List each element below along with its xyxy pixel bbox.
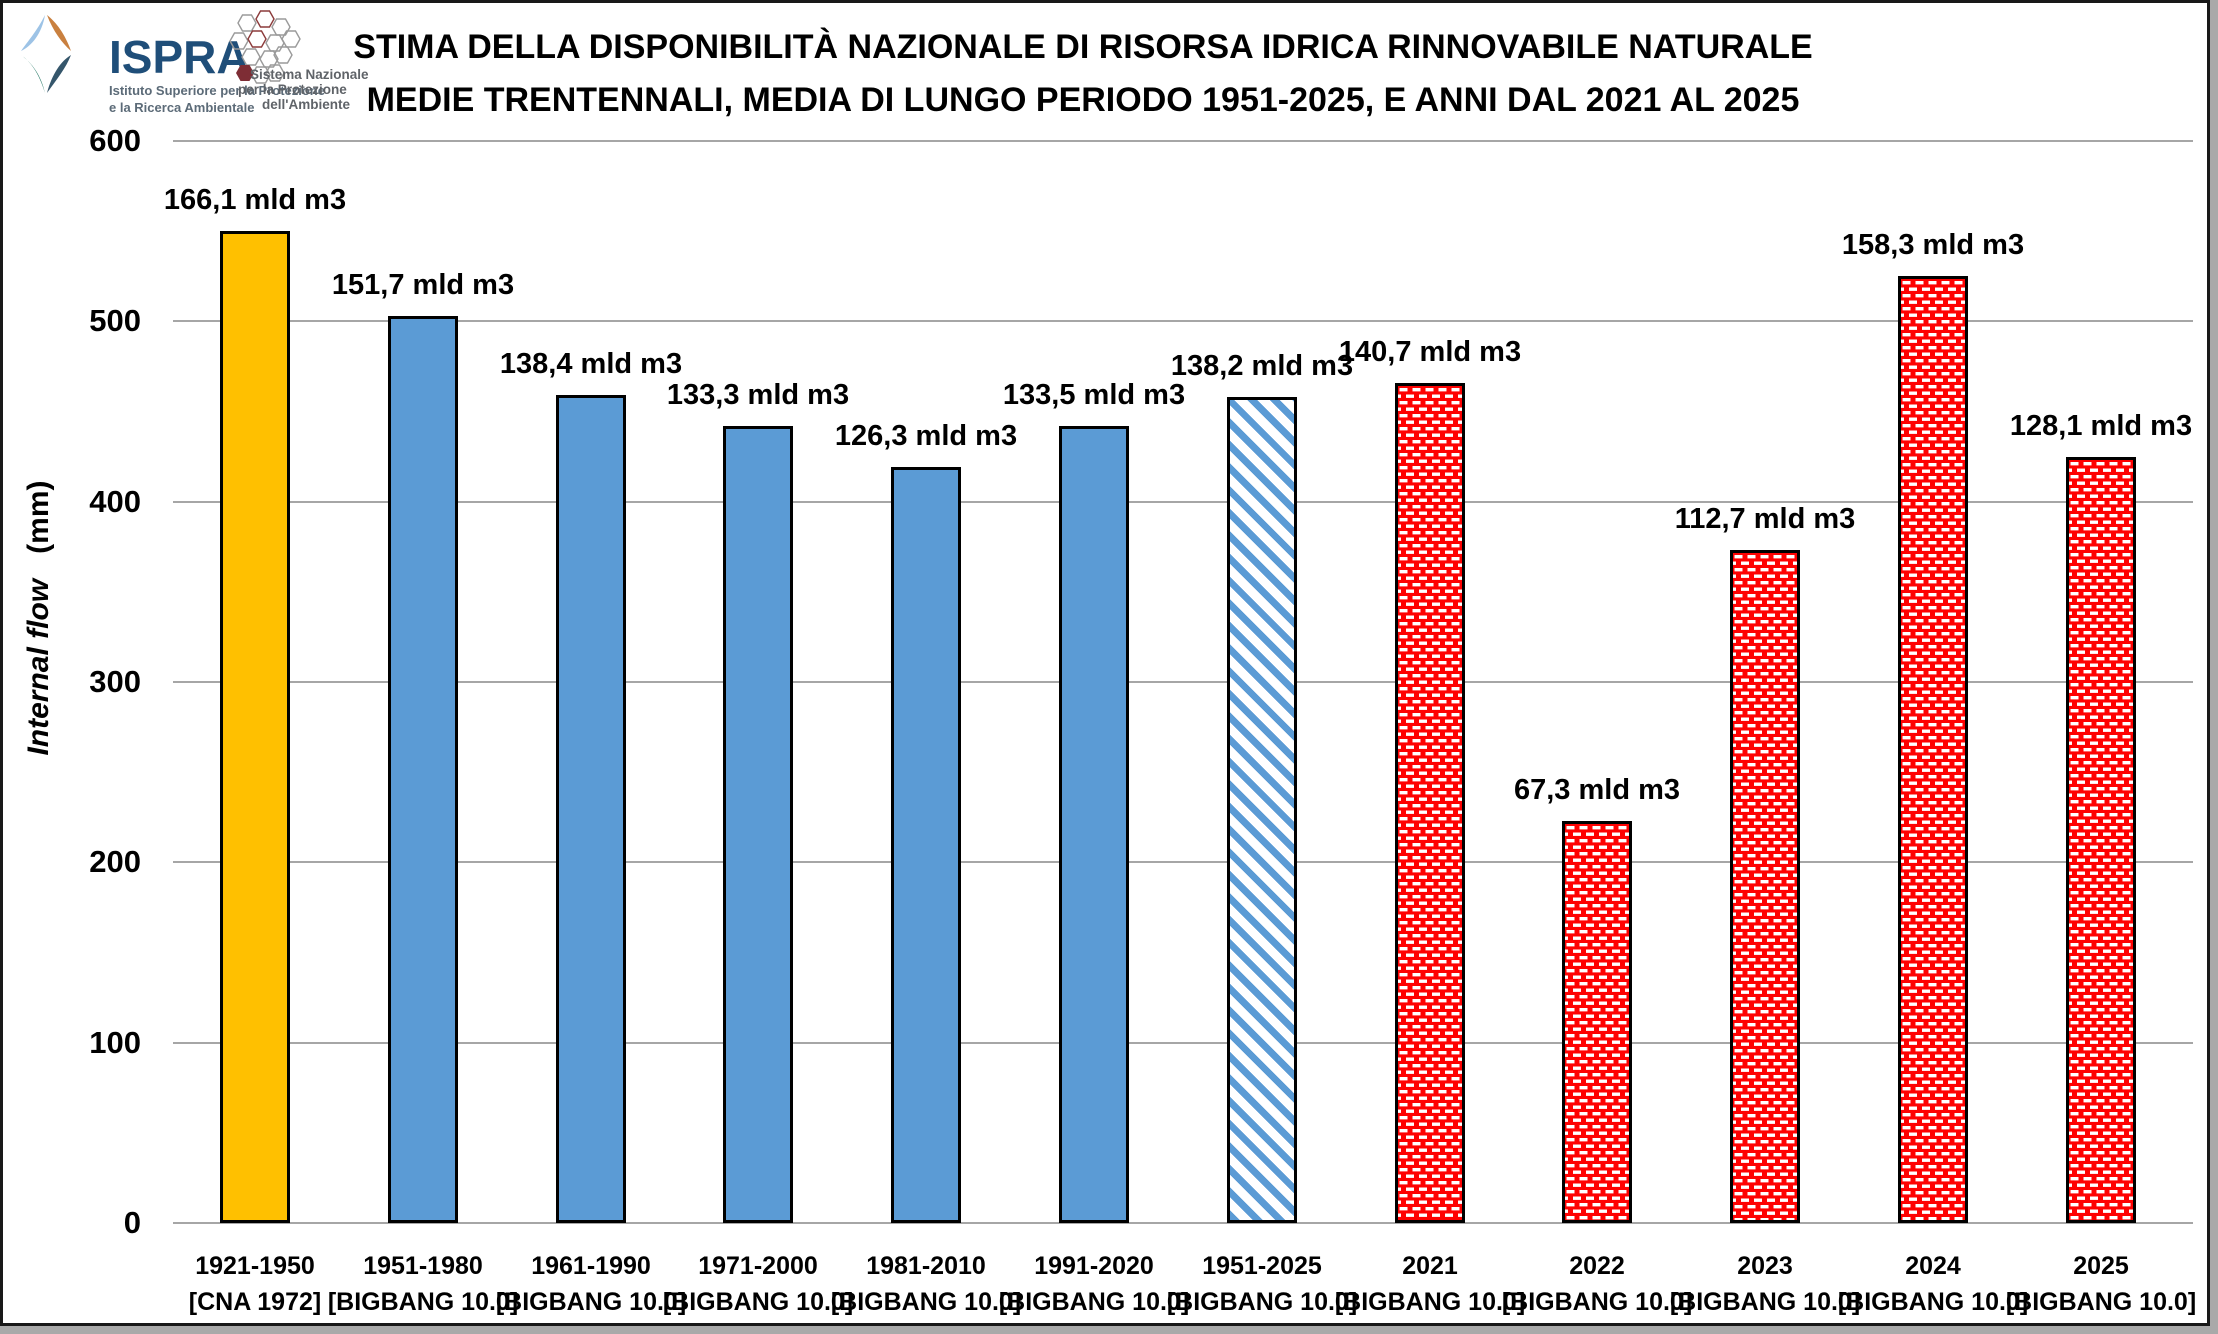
bar-1951-1980	[388, 316, 458, 1223]
x-tick-source-2022: [BIGBANG 10.0]	[1501, 1288, 1693, 1316]
y-tick-label-200: 200	[89, 844, 141, 880]
bar-value-label-2022: 67,3 mld m3	[1513, 774, 1681, 806]
y-tick-label-300: 300	[89, 664, 141, 699]
red-dot-pattern-fill	[1398, 386, 1462, 1220]
y-tick-label-100: 100	[89, 1024, 141, 1060]
x-tick-source-2023: [BIGBANG 10.0]	[1669, 1288, 1861, 1316]
x-tick-source-1981-2010: [BIGBANG 10.0]	[830, 1288, 1022, 1316]
gridline-300	[173, 681, 2193, 683]
ispra-subtitle-2: e la Ricerca Ambientale	[109, 100, 254, 115]
snpa-hexagons-icon	[229, 10, 301, 84]
gridline-100	[173, 1041, 2193, 1044]
y-tick-label-500: 500	[89, 303, 141, 339]
gridline-600	[173, 140, 2193, 142]
x-tick-period-1981-2010: 1981-2010	[866, 1252, 986, 1280]
red-dot-pattern-fill	[1565, 824, 1629, 1220]
ispra-subtitle-1: Istituto Superiore per la Protezione	[109, 83, 325, 98]
x-tick-period-1951-1980: 1951-1980	[363, 1252, 483, 1280]
ispra-wordmark: ISPRA	[109, 31, 250, 83]
x-tick-period-2024: 2024	[1905, 1252, 1961, 1280]
bar-1991-2020	[1059, 426, 1129, 1223]
bar-value-label-2024: 158,3 mld m3	[1841, 229, 2025, 261]
gridline-200	[173, 861, 2193, 864]
y-tick-label-600: 600	[89, 123, 141, 158]
x-tick-period-1961-1990: 1961-1990	[531, 1252, 651, 1280]
bar-chart: 0 100 200 300 400 500 600 166,1 mld m3 1921-1950…	[3, 3, 2207, 1323]
x-tick-source-1991-2020: [BIGBANG 10.0]	[998, 1288, 1190, 1316]
x-tick-source-1951-2025: [BIGBANG 10.0]	[1166, 1288, 1358, 1316]
y-tick-label-400: 400	[89, 483, 141, 519]
x-tick-period-1971-2000: 1971-2000	[698, 1252, 818, 1280]
x-tick-period-1921-1950: 1921-1950	[195, 1252, 315, 1280]
bar-1921-1950	[220, 231, 290, 1223]
snpa-logo: Sistema Nazionale per la Protezione dell…	[229, 10, 369, 112]
bar-1951-2025	[1227, 397, 1297, 1223]
x-tick-source-1921-1950: [CNA 1972]	[188, 1288, 322, 1316]
x-tick-period-2025: 2025	[2073, 1252, 2129, 1280]
bar-value-label-1951-2025: 138,2 mld m3	[1170, 350, 1354, 382]
x-tick-source-1971-2000: [BIGBANG 10.0]	[662, 1288, 854, 1316]
x-tick-source-2021: [BIGBANG 10.0]	[1334, 1288, 1526, 1316]
bar-value-label-2021: 140,7 mld m3	[1338, 336, 1522, 368]
x-tick-period-2022: 2022	[1569, 1252, 1625, 1280]
snpa-filled-hexagon-icon	[236, 65, 254, 81]
ispra-logo: ISPRA Istituto Superiore per la Protezio…	[21, 15, 325, 115]
bar-value-label-1951-1980: 151,7 mld m3	[331, 269, 515, 301]
x-tick-period-1951-2025: 1951-2025	[1202, 1252, 1322, 1280]
x-tick-source-2025: [BIGBANG 10.0]	[2005, 1288, 2197, 1316]
x-tick-period-2021: 2021	[1402, 1252, 1458, 1280]
gridline-400	[173, 500, 2193, 503]
bar-1961-1990	[556, 395, 626, 1223]
snpa-text-3: dell'Ambiente	[262, 97, 350, 112]
red-dot-pattern-fill	[1901, 279, 1965, 1220]
bar-1971-2000	[723, 426, 793, 1223]
snpa-text-2: per la Protezione	[238, 82, 347, 97]
x-tick-source-2024: [BIGBANG 10.0]	[1837, 1288, 2029, 1316]
x-tick-period-2023: 2023	[1737, 1252, 1793, 1280]
bar-value-label-1921-1950: 166,1 mld m3	[163, 184, 347, 216]
bar-value-label-1961-1990: 138,4 mld m3	[499, 348, 683, 380]
bar-value-label-2025: 128,1 mld m3	[2009, 410, 2193, 442]
red-dot-pattern-fill	[2069, 460, 2133, 1220]
bar-2021	[1395, 383, 1465, 1223]
snpa-text-1: Sistema Nazionale	[250, 67, 369, 82]
y-tick-label-0: 0	[123, 1205, 141, 1240]
bar-2024	[1898, 276, 1968, 1223]
bar-2022	[1562, 821, 1632, 1223]
bar-2025	[2066, 457, 2136, 1223]
red-dot-pattern-fill	[1733, 553, 1797, 1220]
bar-value-label-1991-2020: 133,5 mld m3	[1002, 379, 1186, 411]
chart-title-line-2: MEDIE TRENTENNALI, MEDIA DI LUNGO PERIOD…	[366, 81, 1800, 119]
chart-title-line-1: STIMA DELLA DISPONIBILITÀ NAZIONALE DI R…	[353, 28, 1813, 66]
bar-value-label-2023: 112,7 mld m3	[1674, 503, 1856, 535]
bar-value-label-1981-2010: 126,3 mld m3	[834, 420, 1018, 452]
x-tick-period-1991-2020: 1991-2020	[1034, 1252, 1154, 1280]
ispra-diamond-icon	[21, 15, 71, 93]
bar-2023	[1730, 550, 1800, 1223]
gridline-0	[173, 1222, 2193, 1224]
bar-1981-2010	[891, 467, 961, 1223]
gridline-500	[173, 320, 2193, 323]
bar-value-label-1971-2000: 133,3 mld m3	[666, 379, 850, 411]
x-tick-source-1961-1990: [BIGBANG 10.0]	[495, 1288, 687, 1316]
x-tick-source-1951-1980: [BIGBANG 10.0]	[327, 1288, 519, 1316]
